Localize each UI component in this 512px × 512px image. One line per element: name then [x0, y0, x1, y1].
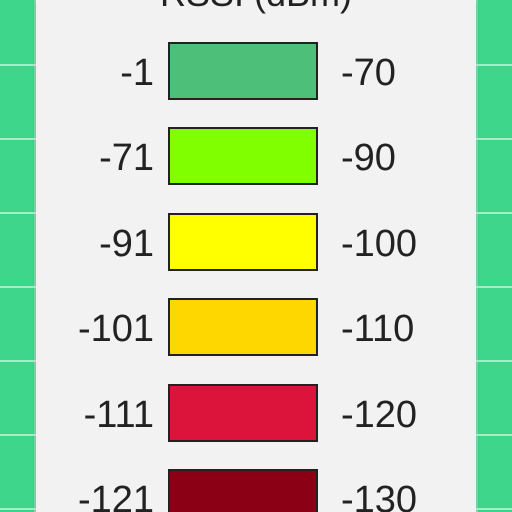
legend-title: RSSI (dBm)	[36, 0, 476, 14]
legend-row-min: -121	[77, 479, 154, 512]
legend-row-min: -71	[99, 137, 154, 179]
legend-row-max: -70	[341, 52, 396, 94]
legend-color-swatch	[168, 42, 318, 100]
legend-row: -121 -130	[36, 469, 476, 512]
legend-row: -91 -100	[36, 213, 476, 275]
legend-row: -71 -90	[36, 127, 476, 189]
legend-row: -111 -120	[36, 384, 476, 446]
legend-color-swatch	[168, 469, 318, 512]
rssi-legend: RSSI (dBm) -1 -70 -71 -90 -91 -100 -101 …	[36, 0, 476, 512]
legend-row-min: -1	[120, 52, 154, 94]
legend-color-swatch	[168, 127, 318, 185]
map-tiles-left	[0, 0, 36, 512]
legend-row-min: -101	[77, 308, 154, 350]
legend-color-swatch	[168, 384, 318, 442]
legend-row: -101 -110	[36, 298, 476, 360]
legend-row-max: -90	[341, 137, 396, 179]
legend-row-max: -110	[341, 308, 415, 350]
legend-row: -1 -70	[36, 42, 476, 104]
map-tiles-right	[476, 0, 512, 512]
legend-row-min: -91	[99, 223, 154, 265]
legend-row-max: -130	[341, 479, 418, 512]
legend-row-max: -100	[341, 223, 418, 265]
legend-color-swatch	[168, 213, 318, 271]
legend-row-min: -111	[83, 394, 154, 436]
legend-row-max: -120	[341, 394, 418, 436]
legend-color-swatch	[168, 298, 318, 356]
